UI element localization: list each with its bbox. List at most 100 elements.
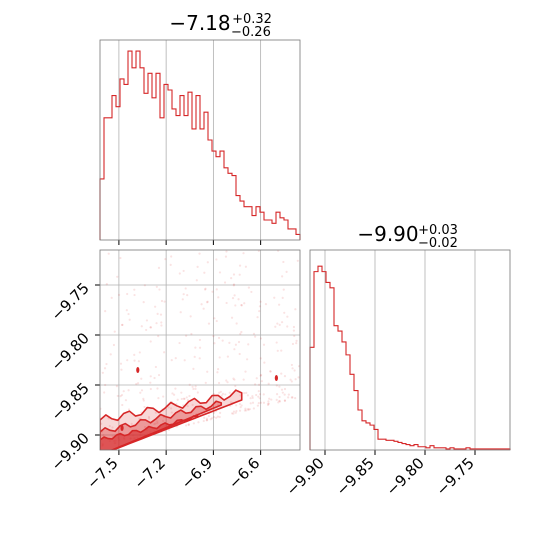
sample-point bbox=[280, 321, 284, 324]
sample-point bbox=[142, 399, 145, 402]
sample-point bbox=[213, 342, 216, 345]
sample-point bbox=[243, 409, 247, 412]
sample-point bbox=[181, 298, 184, 301]
sample-point bbox=[264, 303, 268, 306]
sample-point bbox=[282, 260, 285, 264]
sample-point bbox=[133, 288, 136, 291]
sample-point bbox=[120, 368, 123, 371]
sample-point bbox=[251, 401, 255, 404]
sample-point bbox=[247, 407, 250, 411]
sample-point bbox=[154, 411, 157, 414]
sample-point bbox=[187, 423, 190, 426]
sample-point bbox=[170, 411, 173, 414]
joint-density-panel: −7.5 −7.2 −6.9 −6.6 −9.90 −9.85 −9.80 −9.75 bbox=[48, 249, 301, 493]
sample-point bbox=[259, 401, 263, 404]
sample-point bbox=[143, 284, 146, 287]
sample-point bbox=[243, 302, 246, 305]
sample-point bbox=[198, 252, 201, 255]
sample-point bbox=[278, 323, 281, 327]
sample-point bbox=[256, 404, 259, 407]
sample-point bbox=[239, 406, 242, 409]
sample-point bbox=[290, 363, 293, 367]
sample-point bbox=[234, 304, 237, 307]
sample-point bbox=[191, 403, 194, 406]
sample-point bbox=[198, 346, 202, 349]
sample-point bbox=[219, 411, 222, 414]
sample-point bbox=[275, 398, 278, 401]
y-tick-label: −9.90 bbox=[48, 429, 93, 474]
sample-point bbox=[278, 399, 281, 403]
sample-point bbox=[258, 305, 262, 308]
sample-point bbox=[124, 399, 128, 402]
sample-point bbox=[293, 369, 296, 372]
contour-level-inner bbox=[100, 414, 199, 450]
sample-point bbox=[206, 301, 209, 304]
sample-point bbox=[282, 288, 285, 291]
sample-point bbox=[153, 376, 156, 380]
sample-point bbox=[140, 325, 143, 328]
sample-point bbox=[196, 265, 199, 269]
param1-title-main: −9.90 bbox=[357, 222, 418, 246]
x-tick-label: −6.9 bbox=[178, 454, 216, 492]
sample-point bbox=[194, 346, 197, 349]
sample-point bbox=[218, 356, 221, 359]
sample-point bbox=[216, 403, 220, 406]
sample-point bbox=[252, 407, 255, 410]
sample-point bbox=[160, 299, 164, 303]
sample-point bbox=[263, 361, 266, 364]
sample-point bbox=[133, 353, 136, 356]
sample-point bbox=[182, 293, 185, 296]
sample-point bbox=[245, 391, 248, 394]
sample-point bbox=[192, 387, 195, 391]
sample-point bbox=[230, 276, 233, 280]
sample-point bbox=[291, 396, 294, 399]
sample-point bbox=[238, 352, 241, 356]
sample-point bbox=[226, 355, 229, 358]
param0-title: −7.18 bbox=[169, 11, 230, 35]
sample-point bbox=[122, 390, 125, 393]
sample-point bbox=[184, 287, 187, 290]
sample-point bbox=[247, 343, 250, 346]
sample-point bbox=[183, 359, 186, 362]
sample-point bbox=[173, 393, 176, 396]
sample-point bbox=[116, 275, 119, 278]
sample-point bbox=[232, 412, 235, 415]
histogram-step-line bbox=[99, 50, 301, 240]
sample-point bbox=[292, 325, 296, 329]
sample-point bbox=[163, 351, 166, 354]
sample-point bbox=[180, 397, 183, 401]
sample-point bbox=[267, 382, 270, 385]
sample-point bbox=[213, 317, 216, 320]
sample-point bbox=[233, 294, 236, 297]
sample-point bbox=[207, 414, 210, 418]
sample-point bbox=[192, 422, 195, 425]
contour-island bbox=[136, 367, 140, 373]
contour-island bbox=[120, 425, 124, 431]
density-contours bbox=[100, 367, 278, 450]
sample-point bbox=[215, 416, 218, 419]
sample-point bbox=[188, 383, 191, 386]
sample-point bbox=[135, 382, 138, 386]
sample-point bbox=[237, 298, 240, 301]
y-tick-label: −9.75 bbox=[48, 279, 93, 324]
sample-point bbox=[292, 329, 296, 332]
sample-point bbox=[255, 393, 258, 397]
sample-point bbox=[223, 281, 227, 284]
x-tick-label: −9.80 bbox=[383, 454, 428, 499]
sample-point bbox=[149, 387, 152, 391]
sample-point bbox=[260, 380, 263, 383]
sample-point bbox=[283, 399, 287, 402]
param0-title-main: −7.18 bbox=[169, 11, 230, 35]
sample-point bbox=[125, 309, 128, 312]
sample-point bbox=[215, 319, 218, 323]
sample-point bbox=[285, 270, 288, 273]
sample-point bbox=[200, 303, 203, 306]
sample-point bbox=[286, 315, 289, 318]
sample-point bbox=[255, 377, 258, 380]
sample-point bbox=[162, 395, 165, 398]
sample-point bbox=[187, 423, 190, 426]
y-tick-label: −9.85 bbox=[48, 379, 93, 424]
sample-point bbox=[220, 394, 223, 397]
sample-point bbox=[218, 391, 221, 394]
